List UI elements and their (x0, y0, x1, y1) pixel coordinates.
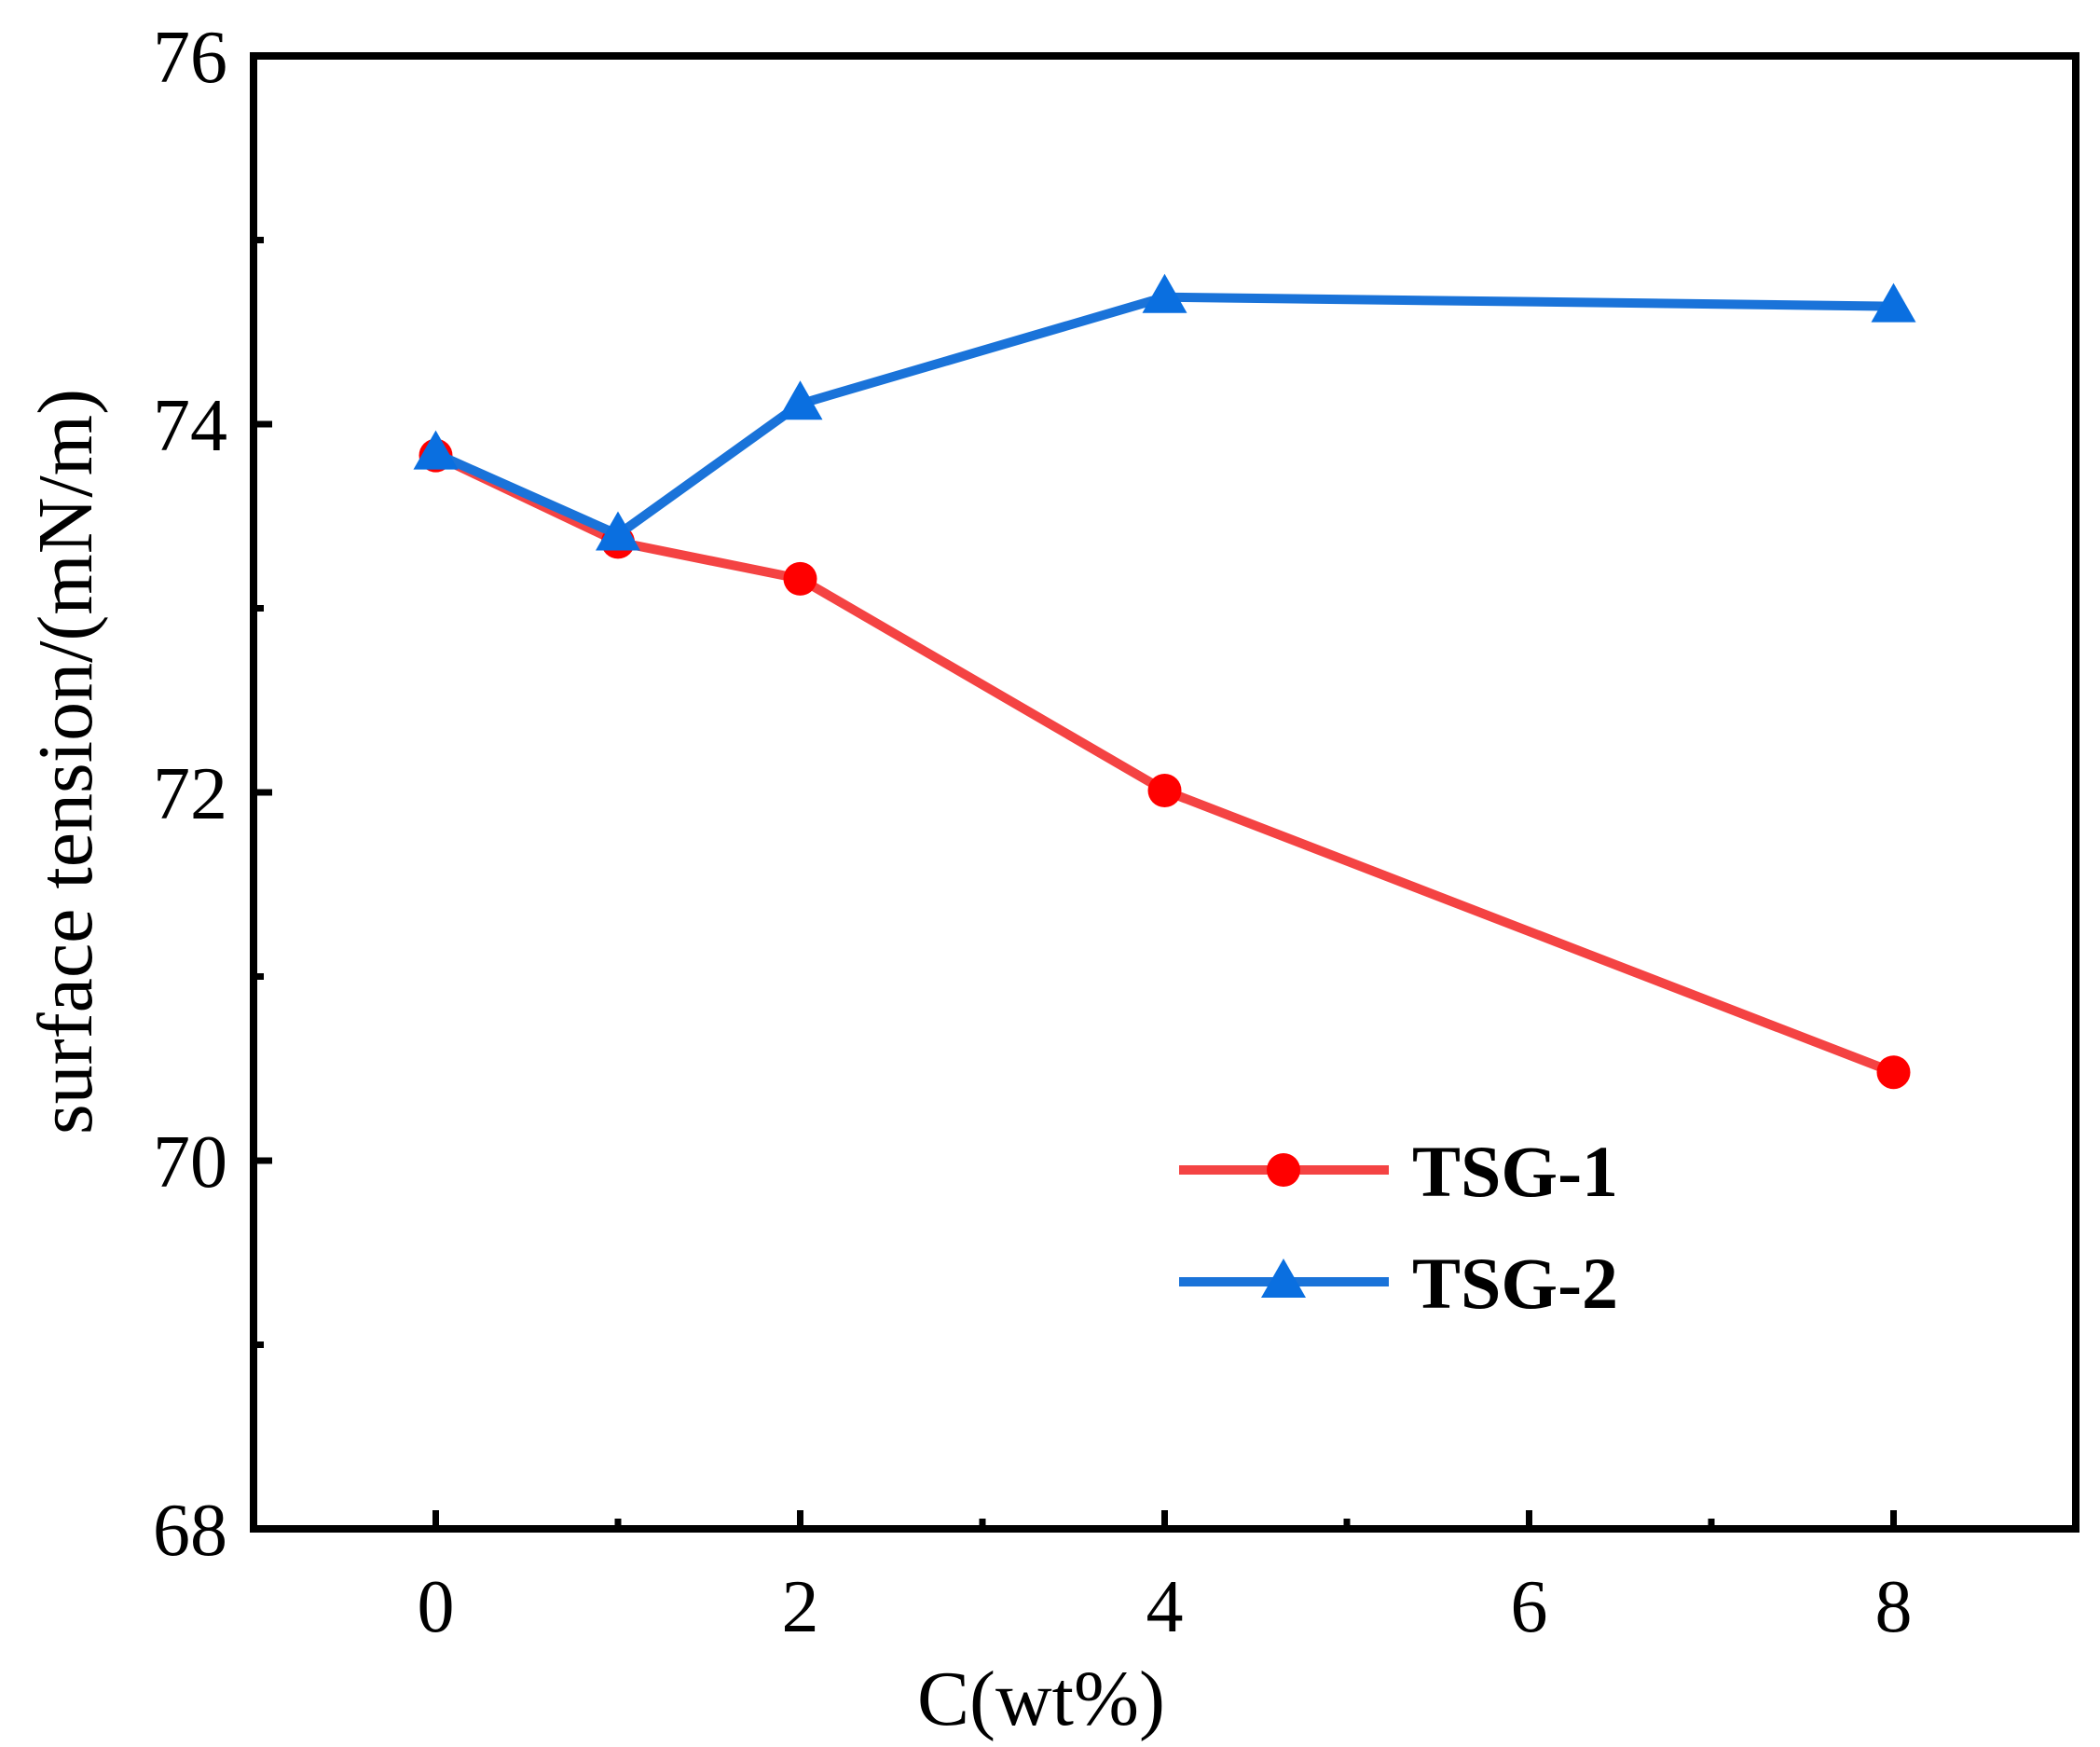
point-tsg-1-2 (783, 561, 817, 596)
legend-marker-tsg-1 (1267, 1153, 1300, 1187)
legend-marker-tsg-2 (1261, 1259, 1306, 1298)
x-tick-label-8: 8 (1875, 1566, 1913, 1648)
legend: TSG-1 TSG-2 (1179, 1131, 1618, 1324)
x-tick-label-6: 6 (1511, 1566, 1548, 1648)
point-tsg-2-0 (413, 430, 459, 470)
point-tsg-1-8 (1876, 1055, 1911, 1090)
y-tick-label-76: 76 (153, 17, 227, 99)
legend-label-tsg-1: TSG-1 (1412, 1131, 1618, 1212)
point-tsg-2-1 (596, 511, 640, 551)
legend-label-tsg-2: TSG-2 (1412, 1243, 1618, 1324)
series-line-tsg-2 (433, 292, 1894, 540)
y-tick-label-74: 74 (153, 385, 227, 467)
series-layer (413, 273, 1916, 1090)
x-axis-title: C(wt%) (917, 1656, 1165, 1742)
point-tsg-1-4 (1147, 774, 1182, 808)
series-line-tsg-1 (433, 451, 1896, 1077)
y-tick-label-68: 68 (153, 1490, 227, 1572)
point-tsg-2-4 (1142, 273, 1187, 313)
x-tick-label-2: 2 (782, 1566, 819, 1648)
y-tick-label-72: 72 (153, 753, 227, 835)
y-tick-label-70: 70 (153, 1121, 227, 1204)
point-tsg-2-2 (777, 380, 823, 420)
y-axis-title: surface tension/(mN/m) (22, 389, 109, 1135)
x-tick-label-4: 4 (1146, 1566, 1184, 1648)
point-tsg-2-8 (1871, 282, 1916, 323)
x-tick-label-0: 0 (418, 1566, 455, 1648)
